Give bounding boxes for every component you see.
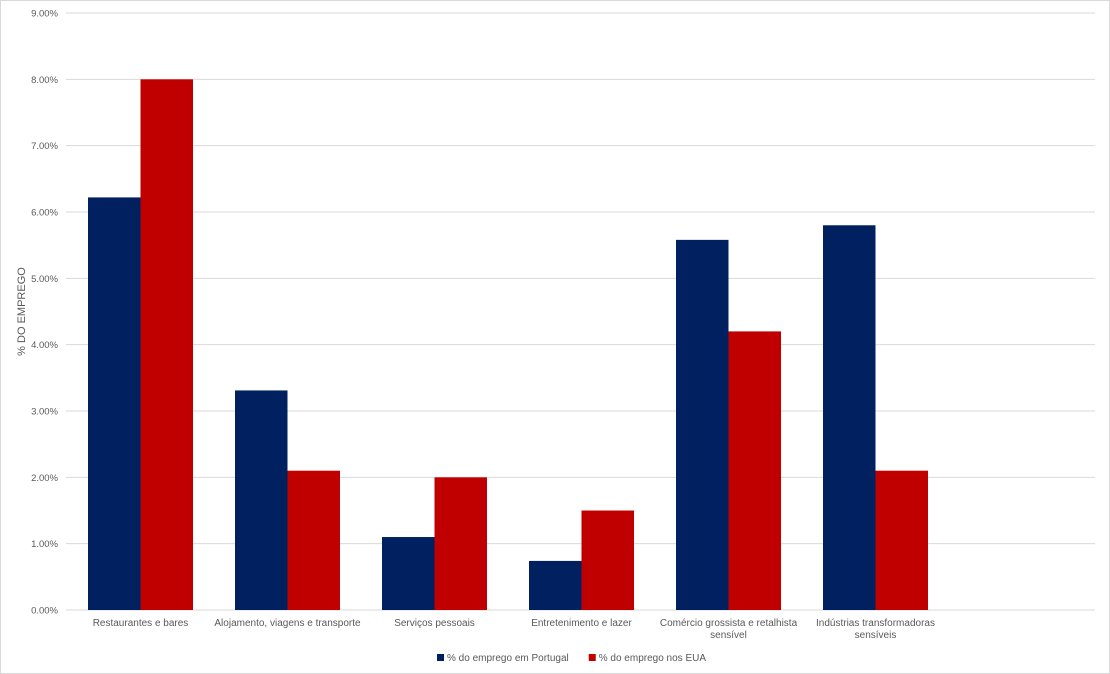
y-tick-label: 6.00% [31, 208, 58, 219]
legend-swatch [588, 654, 596, 661]
bar-eua [434, 477, 487, 610]
bar-portugal [823, 225, 876, 610]
bar-portugal [88, 197, 141, 610]
bar-portugal [676, 239, 729, 611]
x-category-label: sensível [710, 630, 747, 641]
bar-eua [287, 470, 340, 610]
y-tick-label: 4.00% [31, 340, 58, 351]
bar-eua [581, 510, 634, 610]
y-tick-label: 3.00% [31, 407, 58, 418]
bar-eua [875, 470, 928, 610]
y-tick-label: 0.00% [31, 606, 58, 617]
y-tick-label: 5.00% [31, 274, 58, 285]
x-category-label: Serviços pessoais [394, 618, 475, 629]
y-tick-label: 8.00% [31, 75, 58, 86]
x-category-label: sensíveis [855, 630, 897, 641]
y-tick-label: 2.00% [31, 473, 58, 484]
legend-swatch [437, 654, 444, 661]
bar-portugal [382, 537, 435, 610]
x-category-label: Comércio grossista e retalhista [660, 618, 798, 629]
x-category-label: Alojamento, viagens e transporte [214, 618, 361, 629]
legend-label: % do emprego nos EUA [599, 653, 707, 664]
bar-portugal [529, 560, 582, 610]
y-axis-label: % DO EMPREGO [16, 267, 28, 356]
bar-eua [140, 79, 193, 611]
bar-portugal [235, 390, 288, 610]
y-tick-label: 9.00% [31, 9, 58, 20]
x-category-label: Indústrias transformadoras [816, 618, 935, 629]
y-tick-label: 7.00% [31, 141, 58, 152]
x-category-label: Entretenimento e lazer [531, 618, 632, 629]
legend-label: % do emprego em Portugal [447, 653, 569, 664]
y-tick-label: 1.00% [31, 539, 58, 550]
x-category-label: Restaurantes e bares [93, 618, 189, 629]
bar-eua [728, 331, 781, 610]
